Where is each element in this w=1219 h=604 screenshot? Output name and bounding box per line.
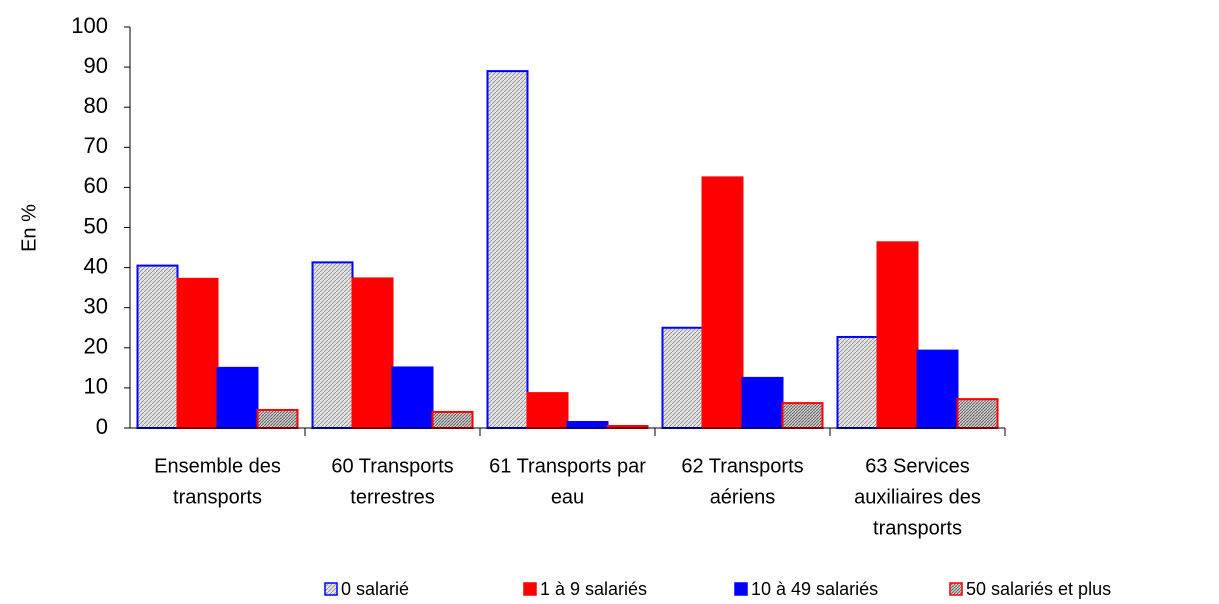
- y-tick-label: 30: [84, 294, 108, 319]
- y-tick-label: 90: [84, 53, 108, 78]
- bar: [486, 70, 529, 430]
- legend-swatch: [734, 582, 748, 596]
- y-tick-label: 100: [71, 13, 108, 38]
- bar: [566, 420, 609, 429]
- y-tick-label: 80: [84, 93, 108, 118]
- x-tick-label: 63 Services: [865, 455, 970, 477]
- bar: [256, 408, 299, 429]
- bar: [136, 264, 179, 429]
- bar: [836, 335, 879, 429]
- bar: [781, 402, 824, 429]
- x-tick-label: eau: [551, 486, 584, 508]
- y-tick-label: 0: [96, 414, 108, 439]
- x-tick-label: terrestres: [350, 486, 434, 508]
- bar: [526, 392, 569, 430]
- legend-label: 50 salariés et plus: [966, 579, 1111, 599]
- x-tick-label: 60 Transports: [331, 455, 453, 477]
- legend-swatch: [324, 582, 338, 596]
- bar: [311, 261, 354, 429]
- x-tick-label: aériens: [710, 486, 776, 508]
- x-tick-label: 61 Transports par: [489, 455, 646, 477]
- x-tick-label: transports: [173, 486, 262, 508]
- bar: [661, 326, 704, 429]
- bar: [431, 410, 474, 429]
- y-axis-label: En %: [18, 204, 40, 252]
- legend-label: 10 à 49 salariés: [751, 579, 878, 599]
- y-tick-label: 50: [84, 213, 108, 238]
- bar: [701, 176, 744, 429]
- y-tick-label: 60: [84, 173, 108, 198]
- legend-swatch: [523, 582, 537, 596]
- y-tick-label: 20: [84, 334, 108, 359]
- bar: [876, 241, 919, 429]
- bar: [956, 398, 999, 429]
- y-tick-label: 40: [84, 253, 108, 278]
- legend-label: 1 à 9 salariés: [540, 579, 647, 599]
- bar: [741, 376, 784, 429]
- legend-label: 0 salarié: [341, 579, 409, 599]
- x-tick-label: transports: [873, 517, 962, 539]
- y-tick-label: 70: [84, 133, 108, 158]
- x-tick-label: 62 Transports: [681, 455, 803, 477]
- x-tick-label: Ensemble des: [154, 455, 281, 477]
- x-tick-label: auxiliaires des: [854, 486, 981, 508]
- legend-swatch: [949, 582, 963, 596]
- bar: [216, 366, 259, 430]
- bar: [916, 349, 959, 429]
- y-tick-label: 10: [84, 374, 108, 399]
- bar: [391, 366, 434, 430]
- bar: [351, 277, 394, 429]
- bar: [176, 277, 219, 429]
